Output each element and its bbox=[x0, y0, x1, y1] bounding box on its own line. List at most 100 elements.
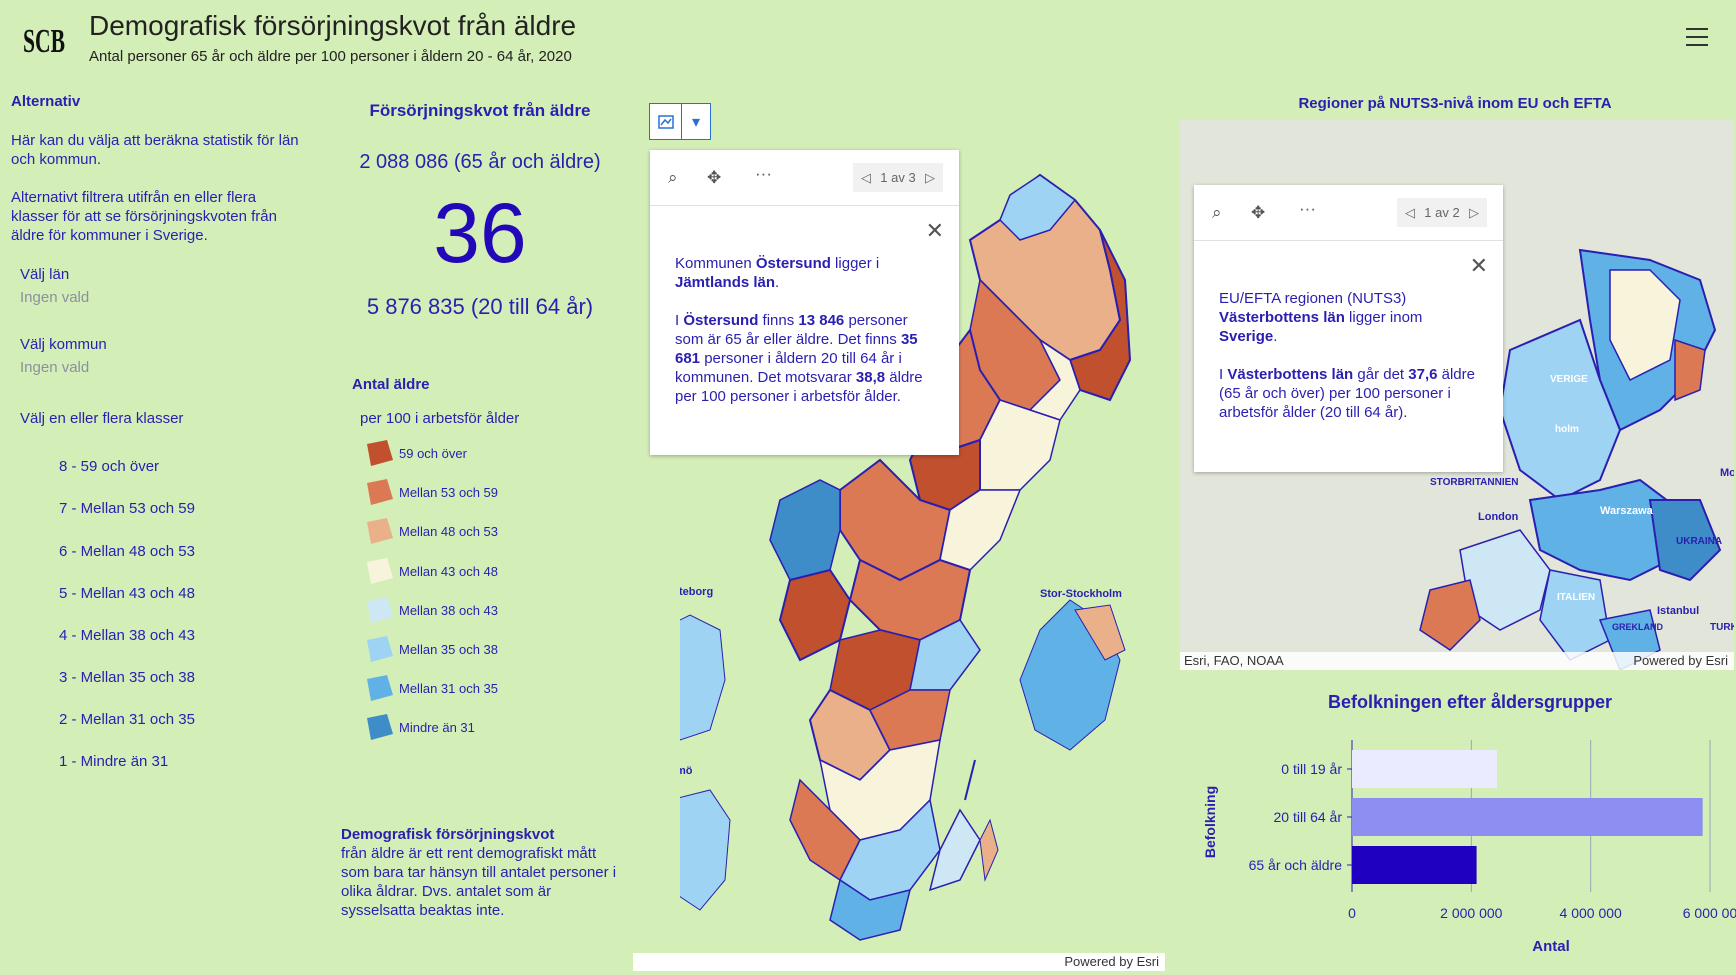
legend-subtitle: per 100 i arbetsför ålder bbox=[360, 410, 520, 427]
place-label: Mo bbox=[1720, 467, 1734, 479]
class-option[interactable]: 7 - Mellan 53 och 59 bbox=[59, 500, 195, 517]
legend-swatch bbox=[367, 597, 393, 623]
class-option[interactable]: 1 - Mindre än 31 bbox=[59, 753, 169, 770]
sweden-choropleth-map[interactable]: Stor-Stockholm Stor-Göteborg Stor-Malmö bbox=[680, 160, 1180, 950]
bar-chart-title: Befolkningen efter åldersgrupper bbox=[1327, 692, 1613, 712]
inset-malmo: Stor-Malmö bbox=[680, 765, 731, 911]
popup-toolbar: ⌕ ✥ ··· ◁ 1 av 2 ▷ bbox=[1194, 185, 1503, 241]
zoom-to-icon[interactable]: ⌕ bbox=[1212, 203, 1222, 222]
class-option[interactable]: 4 - Mellan 38 och 43 bbox=[59, 627, 195, 644]
page-subtitle: Antal personer 65 år och äldre per 100 p… bbox=[89, 48, 572, 65]
legend-label: Mellan 53 och 59 bbox=[399, 484, 499, 500]
next-icon[interactable]: ▷ bbox=[1468, 204, 1479, 220]
next-icon[interactable]: ▷ bbox=[924, 169, 935, 185]
legend-swatch bbox=[367, 518, 393, 544]
definition-note: Demografisk försörjningskvot från äldre … bbox=[341, 825, 621, 920]
close-icon[interactable]: ✕ bbox=[925, 218, 944, 243]
eu-map-title: Regioner på NUTS3-nivå inom EU och EFTA bbox=[1298, 95, 1612, 112]
kpi-elderly-count: 2 088 086 (65 år och äldre) bbox=[359, 151, 601, 173]
inset-stockholm: Stor-Stockholm bbox=[1019, 588, 1126, 751]
legend-swatch bbox=[367, 479, 393, 505]
bar bbox=[1352, 798, 1703, 836]
options-intro-2: Alternativt filtrera utifrån en eller fl… bbox=[11, 189, 277, 244]
sweden-map-popup: ⌕ ✥ ··· ◁ 1 av 3 ▷ ✕ Kommunen Östersund … bbox=[650, 150, 959, 455]
chevron-down-icon[interactable]: ▾ bbox=[691, 113, 701, 131]
bar bbox=[1352, 750, 1497, 788]
pan-icon[interactable]: ✥ bbox=[707, 168, 722, 187]
class-option[interactable]: 8 - 59 och över bbox=[59, 458, 160, 475]
place-label: TURK bbox=[1710, 622, 1734, 633]
kpi-title: Försörjningskvot från äldre bbox=[369, 101, 591, 120]
place-label: VERIGE bbox=[1550, 374, 1588, 385]
x-tick-label: 6 000 00 bbox=[1683, 905, 1736, 921]
legend-label: Mellan 48 och 53 bbox=[399, 523, 499, 539]
y-tick-label: 20 till 64 år bbox=[1274, 809, 1343, 825]
select-kommun-label: Välj kommun bbox=[20, 336, 107, 353]
legend-label: Mellan 43 och 48 bbox=[399, 563, 499, 579]
previous-icon[interactable]: ◁ bbox=[861, 169, 871, 185]
more-options-icon[interactable]: ··· bbox=[755, 164, 772, 183]
note-text: från äldre är ett rent demografiskt mått… bbox=[341, 845, 617, 919]
basemap-toggle-button[interactable]: ▾ bbox=[649, 103, 711, 140]
age-group-bar-chart: 0 2 000 000 4 000 000 6 000 00 0 till 19 år 2… bbox=[1202, 740, 1736, 955]
legend-label: Mindre än 31 bbox=[399, 719, 475, 735]
place-label: holm bbox=[1555, 424, 1579, 435]
options-intro-1: Här kan du välja att beräkna statistik f… bbox=[11, 132, 299, 168]
note-heading: Demografisk försörjningskvot bbox=[341, 826, 555, 843]
close-icon[interactable]: ✕ bbox=[1469, 253, 1488, 278]
place-label: UKRAINA bbox=[1676, 536, 1722, 547]
place-label: GREKLAND bbox=[1612, 622, 1663, 632]
x-tick-label: 4 000 000 bbox=[1560, 905, 1622, 921]
x-tick-label: 2 000 000 bbox=[1440, 905, 1502, 921]
y-tick-label: 65 år och äldre bbox=[1249, 857, 1343, 873]
legend-label: Mellan 38 och 43 bbox=[399, 602, 499, 618]
legend-item: Mellan 31 och 35 bbox=[367, 675, 498, 701]
legend-swatch bbox=[367, 558, 393, 584]
x-tick-label: 0 bbox=[1348, 905, 1356, 921]
popup-content: EU/EFTA regionen (NUTS3) Västerbottens l… bbox=[1219, 290, 1475, 421]
inset-goteborg: Stor-Göteborg bbox=[680, 586, 726, 741]
place-label: ITALIEN bbox=[1557, 592, 1595, 603]
attribution-right: Powered by Esri bbox=[1633, 653, 1728, 668]
legend-item: Mellan 53 och 59 bbox=[367, 479, 498, 505]
legend-label: Mellan 35 och 38 bbox=[399, 641, 499, 657]
page-title: Demografisk försörjningskvot från äldre bbox=[89, 10, 577, 41]
legend-item: Mellan 43 och 48 bbox=[367, 558, 498, 584]
legend-item: 59 och över bbox=[367, 440, 467, 466]
zoom-to-icon[interactable]: ⌕ bbox=[668, 168, 678, 187]
popup-pager: ◁ 1 av 3 ▷ bbox=[853, 163, 943, 192]
basemap-icon[interactable] bbox=[650, 104, 682, 139]
select-kommun-dropdown[interactable]: Ingen vald bbox=[20, 359, 90, 376]
kpi-value: 36 bbox=[433, 186, 527, 280]
pager-text: 1 av 2 bbox=[1424, 205, 1460, 220]
previous-icon[interactable]: ◁ bbox=[1405, 204, 1415, 220]
class-option[interactable]: 6 - Mellan 48 och 53 bbox=[59, 543, 195, 560]
class-option[interactable]: 2 - Mellan 31 och 35 bbox=[59, 711, 195, 728]
pan-icon[interactable]: ✥ bbox=[1251, 203, 1266, 222]
more-options-icon[interactable]: ··· bbox=[1299, 199, 1316, 218]
legend-title: Antal äldre bbox=[352, 376, 430, 393]
y-axis-label: Befolkning bbox=[1202, 786, 1218, 858]
popup-toolbar: ⌕ ✥ ··· ◁ 1 av 3 ▷ bbox=[650, 150, 959, 206]
place-label: Warszawa bbox=[1600, 505, 1654, 517]
legend-swatch bbox=[367, 714, 393, 740]
x-axis-label: Antal bbox=[1532, 938, 1570, 955]
select-lan-dropdown[interactable]: Ingen vald bbox=[20, 289, 90, 306]
legend-item: Mindre än 31 bbox=[367, 714, 475, 740]
popup-content: Kommunen Östersund ligger i Jämtlands lä… bbox=[675, 255, 923, 405]
place-label: Istanbul bbox=[1657, 605, 1699, 617]
attribution-left: Esri, FAO, NOAA bbox=[1184, 653, 1284, 668]
legend-swatch bbox=[367, 440, 393, 466]
legend-label: 59 och över bbox=[399, 445, 467, 461]
options-heading: Alternativ bbox=[11, 93, 81, 110]
class-option[interactable]: 5 - Mellan 43 och 48 bbox=[59, 585, 195, 602]
hamburger-menu-icon[interactable] bbox=[1686, 28, 1708, 46]
inset-label-stockholm: Stor-Stockholm bbox=[1040, 588, 1122, 600]
kpi-working-age-count: 5 876 835 (20 till 64 år) bbox=[366, 294, 594, 319]
popup-pager: ◁ 1 av 2 ▷ bbox=[1397, 198, 1487, 227]
class-option[interactable]: 3 - Mellan 35 och 38 bbox=[59, 669, 195, 686]
legend-swatch bbox=[367, 675, 393, 701]
place-label: STORBRITANNIEN bbox=[1430, 477, 1519, 488]
legend-item: Mellan 48 och 53 bbox=[367, 518, 498, 544]
inset-label-malmo: Stor-Malmö bbox=[680, 765, 693, 777]
